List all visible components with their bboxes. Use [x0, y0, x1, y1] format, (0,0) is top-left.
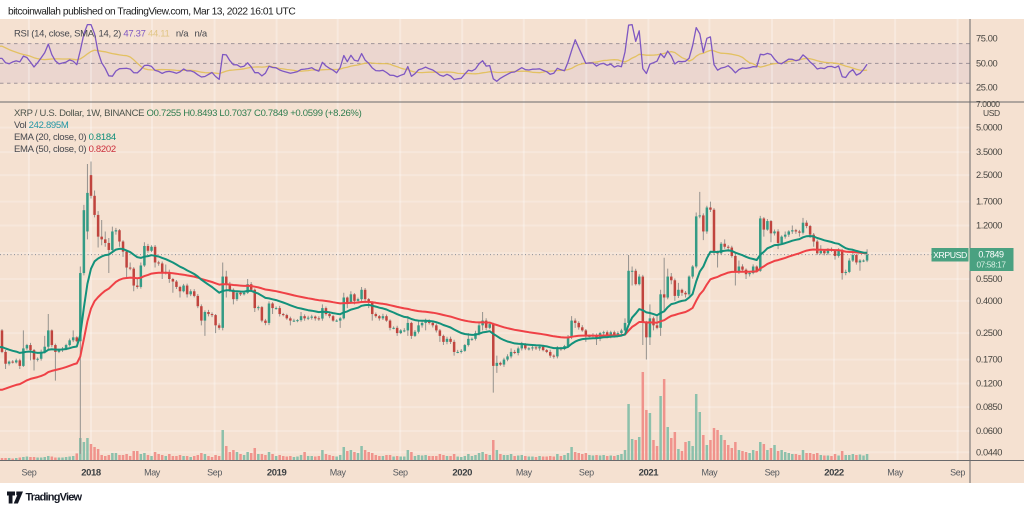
svg-text:0.2500: 0.2500: [976, 328, 1002, 338]
svg-text:0.7849: 0.7849: [978, 250, 1004, 260]
svg-text:RSI (14, close, SMA, 14, 2) 47: RSI (14, close, SMA, 14, 2) 47.37 44.11 …: [14, 29, 208, 40]
svg-text:1.2000: 1.2000: [976, 221, 1002, 231]
svg-text:Sep: Sep: [393, 468, 408, 478]
svg-text:25.00: 25.00: [976, 83, 997, 93]
svg-text:Sep: Sep: [950, 468, 965, 478]
svg-text:May: May: [144, 468, 161, 478]
svg-text:1.7000: 1.7000: [976, 197, 1002, 207]
svg-text:2.5000: 2.5000: [976, 170, 1002, 180]
svg-text:bitcoinwallah published on Tra: bitcoinwallah published on TradingView.c…: [8, 7, 295, 18]
svg-text:0.4000: 0.4000: [976, 296, 1002, 306]
svg-text:May: May: [330, 468, 347, 478]
svg-text:7.0000: 7.0000: [976, 99, 1000, 109]
svg-text:XRPUSD: XRPUSD: [933, 250, 967, 260]
svg-text:EMA (50, close, 0) 0.8202: EMA (50, close, 0) 0.8202: [14, 144, 116, 155]
svg-text:XRP / U.S. Dollar, 1W, BINANCE: XRP / U.S. Dollar, 1W, BINANCE O0.7255 H…: [14, 108, 362, 119]
svg-text:0.0850: 0.0850: [976, 402, 1002, 412]
svg-text:Sep: Sep: [207, 468, 222, 478]
svg-text:Sep: Sep: [579, 468, 594, 478]
svg-text:50.00: 50.00: [976, 59, 997, 69]
svg-text:5.0000: 5.0000: [976, 123, 1002, 133]
svg-text:Vol 242.895M: Vol 242.895M: [14, 120, 69, 131]
svg-text:0.1700: 0.1700: [976, 355, 1002, 365]
svg-text:3.5000: 3.5000: [976, 147, 1002, 157]
svg-text:EMA (20, close, 0) 0.8184: EMA (20, close, 0) 0.8184: [14, 132, 116, 143]
svg-text:0.5500: 0.5500: [976, 274, 1002, 284]
svg-text:TradingView: TradingView: [26, 492, 83, 504]
svg-text:0.0600: 0.0600: [976, 426, 1002, 436]
svg-text:2021: 2021: [639, 468, 660, 479]
svg-text:07:58:17: 07:58:17: [976, 260, 1006, 270]
svg-text:USD: USD: [983, 108, 1000, 118]
svg-text:May: May: [516, 468, 533, 478]
svg-text:2019: 2019: [267, 468, 287, 479]
svg-text:2018: 2018: [81, 468, 101, 479]
svg-text:0.0440: 0.0440: [976, 447, 1002, 457]
svg-text:0.1200: 0.1200: [976, 379, 1002, 389]
svg-text:Sep: Sep: [765, 468, 780, 478]
svg-text:Sep: Sep: [21, 468, 36, 478]
svg-text:May: May: [887, 468, 904, 478]
svg-text:May: May: [701, 468, 718, 478]
svg-text:75.00: 75.00: [976, 33, 997, 43]
svg-text:2022: 2022: [824, 468, 844, 479]
svg-text:2020: 2020: [452, 468, 472, 479]
